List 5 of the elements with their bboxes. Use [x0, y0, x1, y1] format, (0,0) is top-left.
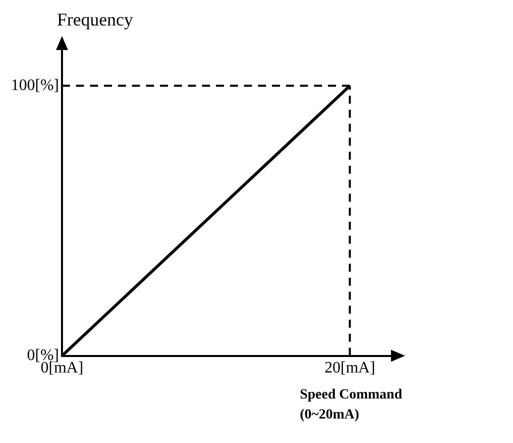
x-tick-label: 0[mA] — [40, 360, 84, 377]
y-axis-title: Frequency — [56, 10, 133, 30]
x-axis-title: Speed Command (0~20mA) — [300, 387, 402, 422]
y-tick-label: 100[%] — [11, 77, 59, 94]
x-tick-label: 20[mA] — [324, 360, 376, 377]
